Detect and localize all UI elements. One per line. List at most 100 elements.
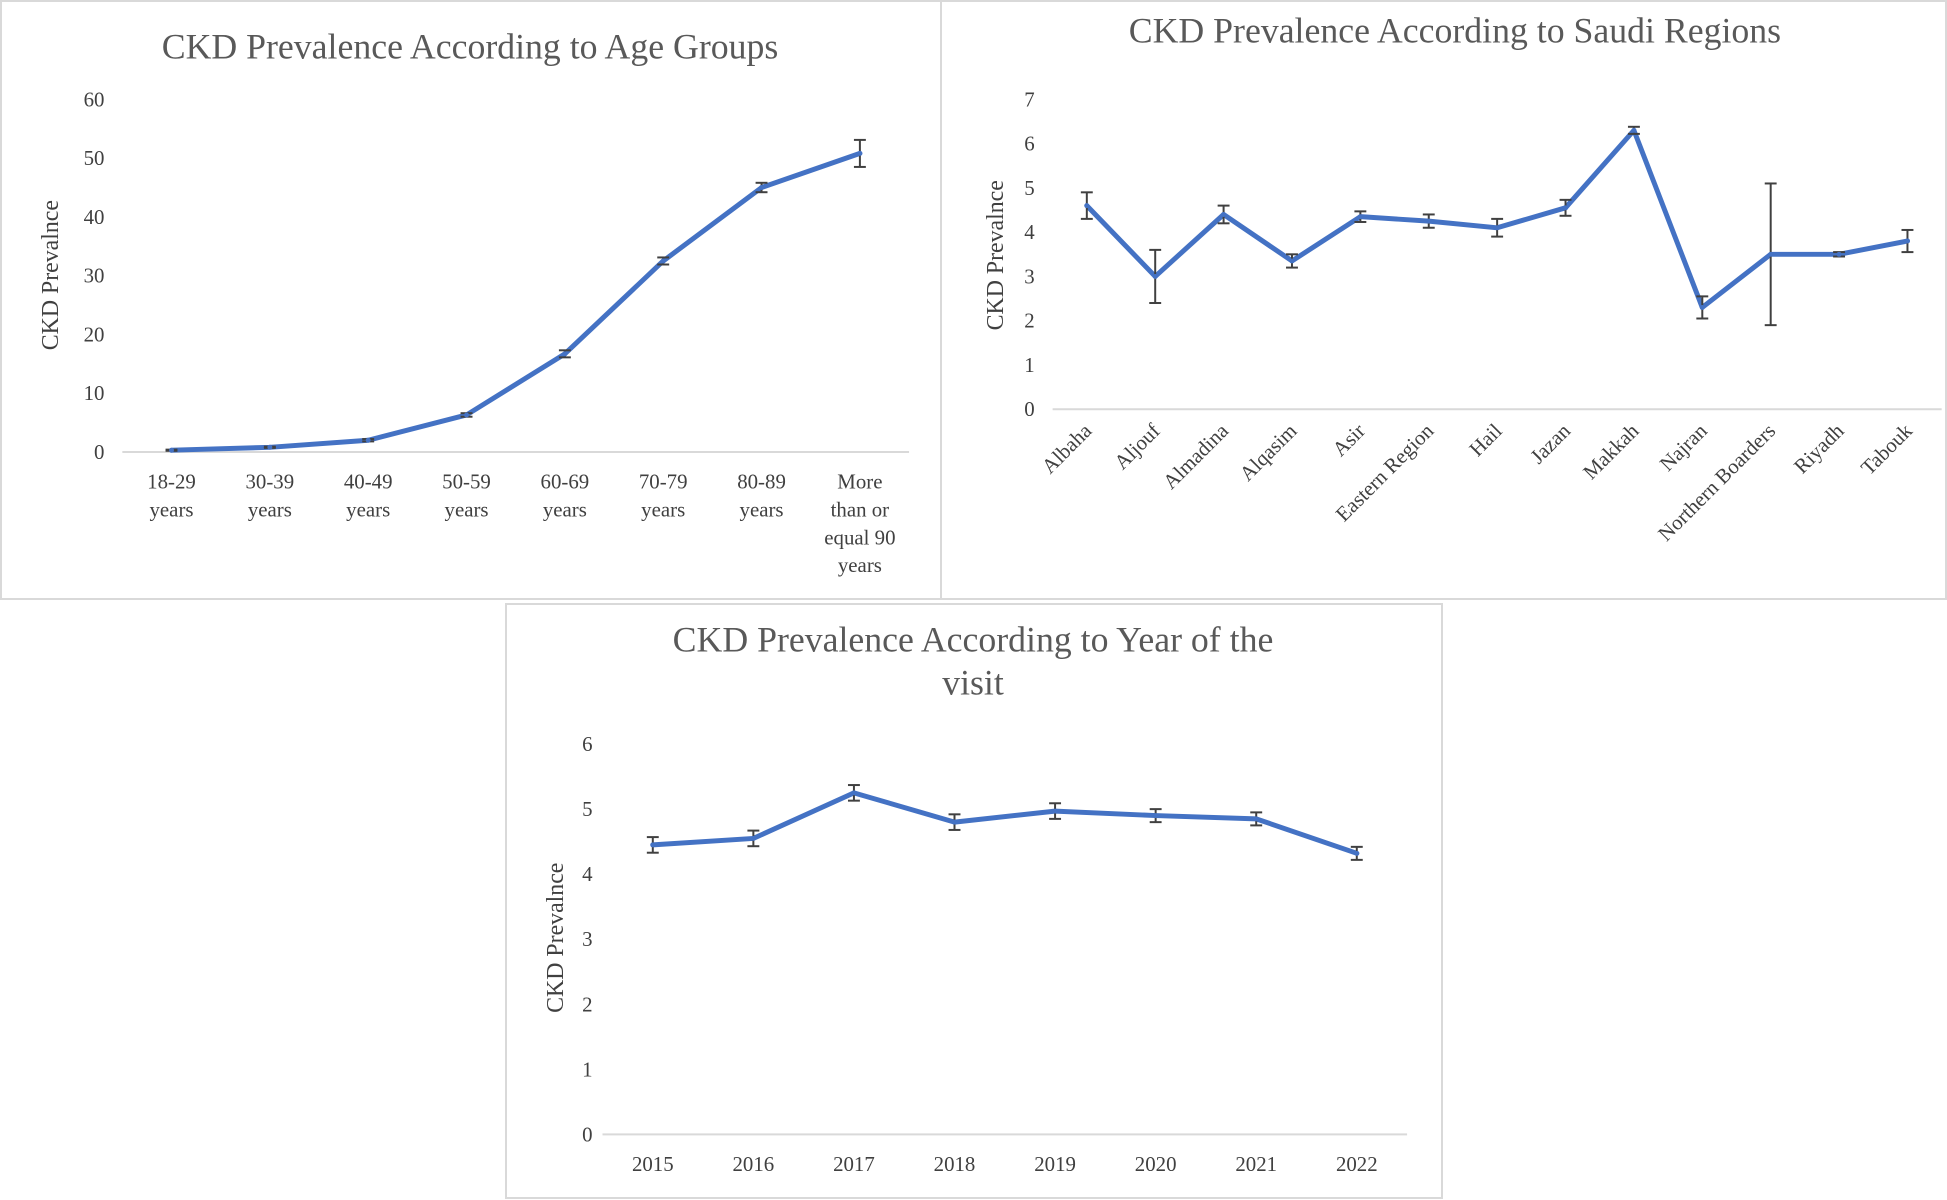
x-tick-label: Riyadh [1789, 418, 1849, 478]
data-point [851, 790, 857, 796]
x-tick-label: Asir [1327, 419, 1369, 461]
data-point [857, 150, 863, 156]
chart-title-line: CKD Prevalence According to Year of the [673, 620, 1274, 660]
data-point [1904, 238, 1910, 244]
data-point [1153, 813, 1159, 819]
data-point [1426, 218, 1432, 224]
y-axis-label: CKD Prevalnce [38, 200, 64, 350]
y-tick-label: 30 [84, 264, 105, 288]
x-tick-label: Northern Boarders [1653, 419, 1780, 546]
x-tick-label: 2020 [1135, 1152, 1177, 1176]
chart-title-line: CKD Prevalence According to Saudi Region… [1129, 11, 1781, 51]
data-point [1289, 258, 1295, 264]
x-tick-label: Najran [1655, 418, 1713, 476]
x-tick-label-line: than or [831, 498, 890, 522]
x-tick-label: Hail [1464, 419, 1507, 462]
y-tick-label: 4 [1024, 220, 1035, 244]
x-tick-label-line: years [445, 498, 489, 522]
y-tick-label: 20 [84, 322, 105, 346]
chart-title: CKD Prevalence According to Age Groups [162, 27, 779, 67]
x-tick-label: 60-69 years [541, 470, 590, 522]
chart-panel-age: CKD Prevalence According to Age Groups CK… [0, 0, 942, 600]
year-chart: CKD Prevalence According to Year of the v… [543, 620, 1408, 1176]
x-tick-label: 70-79 years [639, 470, 688, 522]
x-tick-label: 2017 [833, 1152, 875, 1176]
data-point [1052, 808, 1058, 814]
data-point [1221, 211, 1227, 217]
y-tick-label: 5 [1024, 176, 1034, 200]
y-tick-label: 2 [1024, 309, 1034, 333]
x-tick-label: 2022 [1336, 1152, 1378, 1176]
x-tick-label: Tabouk [1856, 418, 1917, 479]
chart-title: CKD Prevalence According to Saudi Region… [1129, 11, 1781, 51]
x-tick-label: 40-49 years [344, 470, 393, 522]
data-point [267, 444, 273, 450]
x-tick-label: 2015 [632, 1152, 674, 1176]
y-tick-label: 0 [582, 1122, 592, 1146]
x-tick-label-line: equal 90 [824, 525, 895, 549]
chart-panel-year: CKD Prevalence According to Year of the v… [505, 603, 1443, 1199]
x-tick-label: Almadina [1158, 419, 1233, 494]
y-axis-label: CKD Prevalnce [543, 863, 569, 1013]
series-line [650, 790, 1360, 856]
y-tick-label: 50 [84, 146, 105, 170]
x-tick-label: 2016 [733, 1152, 775, 1176]
x-tick-label-line: years [740, 498, 784, 522]
x-tick-label: 2018 [934, 1152, 976, 1176]
y-tick-label: 1 [582, 1057, 592, 1081]
y-tick-label: 3 [582, 927, 592, 951]
y-axis-label: CKD Prevalnce [983, 180, 1009, 330]
x-tick-label: 18-29 years [147, 470, 196, 522]
y-tick-label: 0 [1024, 397, 1034, 421]
data-point [1631, 127, 1637, 133]
y-tick-label: 3 [1024, 264, 1034, 288]
y-tick-label: 0 [94, 440, 104, 464]
data-point [660, 258, 666, 264]
series-line [169, 150, 863, 453]
data-point [650, 842, 656, 848]
chart-title-line: CKD Prevalence According to Age Groups [162, 27, 779, 67]
y-tick-label: 60 [84, 87, 105, 111]
x-tick-label-line: 70-79 [639, 470, 688, 494]
x-tick-label-line: 80-89 [737, 470, 786, 494]
region-chart: CKD Prevalence According to Saudi Region… [983, 11, 1942, 546]
x-tick-label: Albaha [1037, 419, 1097, 479]
x-tick-label: Aljouf [1109, 419, 1165, 475]
data-point [1768, 251, 1774, 257]
data-point [1253, 816, 1259, 822]
x-tick-label: Alqasim [1235, 419, 1302, 486]
x-tick-label: More than or equal 90 years [824, 470, 895, 577]
chart-title: CKD Prevalence According to Year of the v… [673, 620, 1274, 703]
x-tick-label: 80-89 years [737, 470, 786, 522]
x-tick-label: 2021 [1235, 1152, 1277, 1176]
data-point [1354, 850, 1360, 856]
age-chart: CKD Prevalence According to Age Groups CK… [38, 27, 910, 577]
x-tick-label: 30-39 years [246, 470, 295, 522]
data-point [1699, 304, 1705, 310]
data-point [750, 835, 756, 841]
y-tick-label: 4 [582, 862, 593, 886]
x-tick-label-line: years [838, 553, 882, 577]
x-tick-label: Makkah [1578, 418, 1644, 484]
x-tick-label-line: 50-59 [442, 470, 491, 494]
y-tick-label: 2 [582, 992, 592, 1016]
y-tick-label: 40 [84, 205, 105, 229]
y-tick-label: 6 [1024, 132, 1034, 156]
data-point [1084, 203, 1090, 209]
data-point [1836, 251, 1842, 257]
data-point [1563, 205, 1569, 211]
x-tick-label-line: years [346, 498, 390, 522]
data-point [1152, 273, 1158, 279]
x-tick-label-line: 40-49 [344, 470, 393, 494]
y-tick-label: 10 [84, 381, 105, 405]
y-tick-label: 7 [1024, 87, 1034, 111]
data-point [1494, 225, 1500, 231]
data-point [562, 351, 568, 357]
y-tick-label: 6 [582, 732, 592, 756]
x-tick-label-line: years [150, 498, 194, 522]
y-tick-label: 1 [1024, 353, 1034, 377]
x-tick-label: Jazan [1525, 418, 1575, 468]
data-point [1357, 214, 1363, 220]
y-tick-label: 5 [582, 797, 592, 821]
data-point [759, 185, 765, 190]
